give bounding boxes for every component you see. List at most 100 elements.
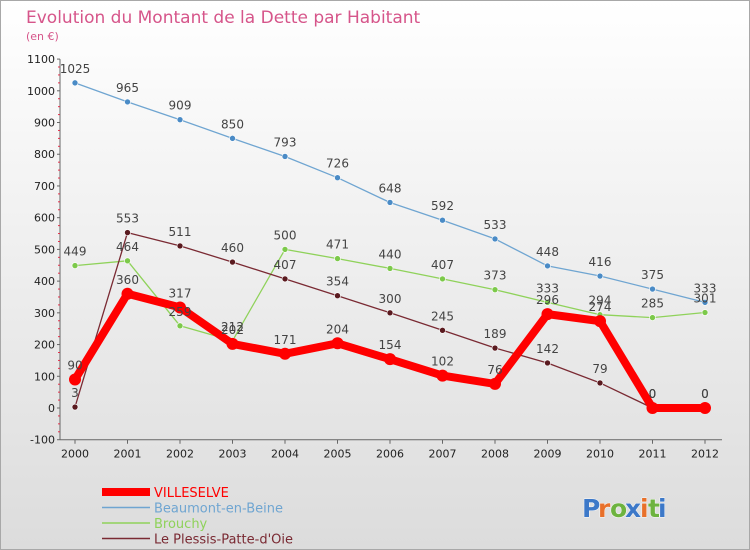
data-point-beaumont-en-beine — [596, 272, 604, 280]
legend-label-le-plessis-patte-d-oie: Le Plessis-Patte-d'Oie — [154, 533, 293, 548]
y-tick-label: 900 — [34, 117, 55, 130]
y-tick-label: 800 — [34, 148, 55, 161]
data-point-le-plessis-patte-d-oie — [386, 309, 394, 317]
data-label-villeselve: 0 — [701, 387, 709, 401]
axes-group: -100010020030040050060070080090010001100… — [27, 53, 722, 461]
data-label-beaumont-en-beine: 909 — [169, 99, 192, 113]
data-label-le-plessis-patte-d-oie: 189 — [484, 327, 507, 341]
data-point-villeselve — [121, 287, 134, 300]
data-label-villeselve: 102 — [431, 355, 454, 369]
data-point-villeselve — [279, 347, 291, 360]
data-label-le-plessis-patte-d-oie: 0 — [649, 387, 657, 401]
data-point-villeselve — [226, 337, 239, 350]
brand-letter: P — [582, 494, 600, 523]
data-label-villeselve: 154 — [379, 338, 402, 352]
data-label-brouchy: 333 — [536, 281, 559, 295]
data-point-villeselve — [174, 301, 186, 314]
data-label-beaumont-en-beine: 416 — [589, 255, 612, 269]
chart-subtitle: (en €) — [26, 30, 59, 43]
data-label-brouchy: 471 — [326, 238, 349, 252]
data-label-brouchy: 294 — [589, 294, 612, 308]
data-label-brouchy: 407 — [431, 258, 454, 272]
data-label-villeselve: 0 — [649, 387, 657, 401]
data-label-le-plessis-patte-d-oie: 300 — [379, 292, 402, 306]
data-point-beaumont-en-beine — [386, 199, 394, 206]
legend-label-villeselve: VILLESELVE — [154, 486, 229, 501]
data-point-beaumont-en-beine — [229, 135, 236, 142]
brand-letter: r — [598, 494, 611, 523]
x-tick-label: 2004 — [271, 448, 299, 461]
data-point-villeselve — [69, 373, 81, 386]
data-point-beaumont-en-beine — [124, 98, 131, 106]
data-point-brouchy — [544, 299, 551, 306]
x-tick-label: 2008 — [481, 448, 509, 461]
x-tick-label: 2006 — [376, 448, 404, 461]
data-label-beaumont-en-beine: 448 — [536, 245, 559, 259]
data-point-brouchy — [649, 314, 656, 321]
data-label-brouchy: 301 — [694, 292, 717, 306]
data-label-le-plessis-patte-d-oie: 3 — [71, 386, 79, 400]
data-point-beaumont-en-beine — [334, 174, 341, 182]
data-point-le-plessis-patte-d-oie — [281, 275, 289, 283]
data-point-le-plessis-patte-d-oie — [596, 379, 604, 387]
data-label-brouchy: 500 — [274, 228, 297, 242]
data-label-villeselve: 90 — [67, 358, 82, 372]
data-point-villeselve — [436, 369, 449, 382]
data-label-beaumont-en-beine: 850 — [221, 117, 244, 131]
brand-logo: Pr oxi ti — [582, 494, 667, 524]
data-label-brouchy: 285 — [641, 297, 664, 311]
data-point-brouchy — [439, 275, 446, 283]
data-labels-group: 1025965909850793726648592533448416375333… — [60, 62, 717, 401]
data-point-beaumont-en-beine — [281, 153, 289, 160]
data-point-villeselve — [699, 402, 711, 414]
x-tick-label: 2010 — [586, 448, 614, 461]
x-tick-label: 2009 — [534, 448, 562, 461]
x-tick-label: 2012 — [691, 448, 719, 461]
y-tick-label: 400 — [34, 275, 55, 288]
y-tick-label: 700 — [34, 180, 55, 193]
data-label-beaumont-en-beine: 965 — [116, 81, 139, 95]
data-label-brouchy: 373 — [484, 269, 507, 283]
data-label-beaumont-en-beine: 793 — [274, 135, 297, 149]
data-label-le-plessis-patte-d-oie: 79 — [592, 362, 607, 376]
y-tick-label: 1100 — [27, 53, 55, 66]
data-point-beaumont-en-beine — [71, 79, 79, 87]
data-point-le-plessis-patte-d-oie — [71, 403, 79, 411]
data-label-le-plessis-patte-d-oie: 0 — [701, 387, 709, 401]
brand-letter: x — [625, 494, 641, 523]
brand-letter: i — [640, 494, 649, 523]
data-label-beaumont-en-beine: 726 — [326, 157, 349, 171]
data-label-beaumont-en-beine: 1025 — [60, 62, 91, 76]
data-label-villeselve: 274 — [589, 300, 612, 314]
data-label-le-plessis-patte-d-oie: 354 — [326, 275, 349, 289]
data-label-le-plessis-patte-d-oie: 511 — [169, 225, 192, 239]
y-tick-label: 0 — [48, 402, 55, 415]
data-point-villeselve — [646, 402, 659, 414]
data-label-beaumont-en-beine: 533 — [484, 218, 507, 232]
data-label-beaumont-en-beine: 592 — [431, 199, 454, 213]
data-point-beaumont-en-beine — [491, 235, 499, 243]
data-point-le-plessis-patte-d-oie — [439, 326, 446, 334]
y-tick-label: 300 — [34, 307, 55, 320]
data-point-beaumont-en-beine — [701, 299, 709, 306]
data-label-villeselve: 204 — [326, 322, 349, 336]
x-tick-label: 2002 — [166, 448, 194, 461]
data-point-villeselve — [489, 377, 501, 390]
data-point-brouchy — [386, 265, 394, 272]
chart-title: Evolution du Montant de la Dette par Hab… — [26, 8, 421, 28]
data-point-beaumont-en-beine — [439, 216, 446, 224]
y-tick-label: 200 — [34, 339, 55, 352]
legend-label-brouchy: Brouchy — [154, 517, 208, 532]
data-point-beaumont-en-beine — [649, 285, 656, 293]
data-point-villeselve — [541, 308, 554, 321]
brand-letter: o — [610, 494, 627, 523]
data-label-brouchy: 464 — [116, 240, 139, 254]
data-point-villeselve — [331, 337, 344, 350]
data-point-brouchy — [334, 255, 341, 262]
data-label-villeselve: 296 — [536, 293, 559, 307]
data-label-beaumont-en-beine: 333 — [694, 281, 717, 295]
series-group — [69, 79, 711, 414]
